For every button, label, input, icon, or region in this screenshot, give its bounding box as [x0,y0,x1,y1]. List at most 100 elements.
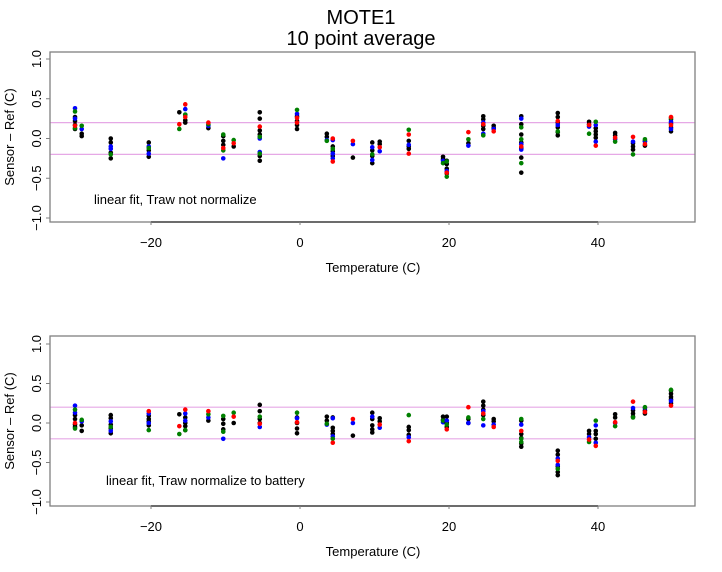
data-point-red [593,443,599,449]
annotation: linear fit, Traw not normalize [94,192,257,207]
data-point-blue [350,141,356,147]
data-point-blue [593,423,599,428]
data-point-red [466,404,471,410]
data-point-black [555,452,561,457]
ytick-label: −0.5 [29,165,44,191]
data-point-red [220,145,226,151]
data-point-green [72,109,78,114]
data-point-blue [72,105,78,111]
data-point-black [231,144,236,149]
data-point-black [668,391,674,397]
data-point-black [593,436,599,442]
data-point-red [257,124,263,129]
data-point-green [257,134,263,140]
data-point-green [444,174,450,179]
data-point-green [586,131,592,137]
data-point-red [630,134,636,140]
data-point-red [146,408,152,414]
data-point-green [518,436,524,442]
data-point-green [324,421,330,427]
data-point-black [593,129,599,134]
data-point-blue [444,418,450,423]
data-point-red [444,427,450,432]
figure-title: MOTE1 [327,7,396,29]
data-point-red [406,151,412,156]
data-point-blue [182,106,188,112]
data-point-red [231,414,236,419]
data-point-green [630,415,636,420]
data-point-blue [466,143,471,148]
data-point-green [231,137,236,143]
data-point-blue [369,144,375,150]
data-point-blue [369,414,375,419]
data-point-black [377,141,383,147]
data-point-red [555,458,561,464]
data-point-green [518,136,524,142]
data-point-black [146,154,152,160]
x-axis-title: Temperature (C) [326,260,421,275]
data-point-black [377,419,383,424]
annotation: linear fit, Traw normalize to battery [106,473,305,488]
data-point-green [440,160,446,166]
data-point-blue [350,420,356,426]
data-point-red [406,132,412,137]
data-point-green [518,160,524,166]
data-point-red [330,159,336,164]
data-point-red [206,120,211,125]
xtick-label: −20 [140,519,162,534]
data-point-red [668,403,674,408]
data-point-black [555,472,561,478]
data-point-red [642,141,648,147]
data-point-green [555,466,561,472]
data-point-black [108,412,114,418]
data-point-black [586,428,592,434]
data-point-green [480,133,486,138]
figure-subtitle: 10 point average [286,28,435,50]
data-point-black [406,146,412,152]
data-point-black [593,135,599,141]
data-point-black [330,428,336,434]
data-point-blue [518,147,524,152]
data-point-blue [146,151,152,156]
data-point-blue [518,116,524,121]
data-point-black [350,155,356,160]
data-point-blue [330,151,336,156]
data-point-green [518,125,524,130]
data-point-black [444,414,450,419]
data-point-green [518,416,524,422]
data-point-red [294,115,300,121]
data-point-black [257,109,263,115]
data-point-green [72,407,78,412]
data-point-green [108,424,114,430]
ytick-label: 0.5 [29,90,44,108]
data-point-red [72,420,78,426]
data-point-blue [593,440,599,446]
data-point-black [440,414,446,419]
data-point-blue [668,119,674,125]
data-point-blue [668,126,674,132]
data-point-red [206,408,211,414]
data-point-blue [72,116,78,121]
data-point-black [630,147,636,152]
xtick-label: 20 [442,235,456,250]
data-point-green [593,119,599,125]
data-point-black [257,402,263,408]
data-point-black [182,415,188,420]
data-point-green [294,107,300,113]
data-point-black [555,469,561,475]
data-point-red [642,409,648,415]
data-point-blue [108,419,114,424]
data-point-green [79,417,85,423]
data-point-blue [182,418,188,423]
data-point-red [586,437,592,442]
data-point-green [220,413,226,419]
ytick-label: 0.5 [29,374,44,392]
data-point-red [480,411,486,416]
data-point-red [612,135,618,141]
data-point-green [108,152,114,157]
data-point-green [177,431,182,437]
data-point-black [491,419,497,424]
data-point-blue [72,410,78,416]
data-point-green [612,139,618,144]
